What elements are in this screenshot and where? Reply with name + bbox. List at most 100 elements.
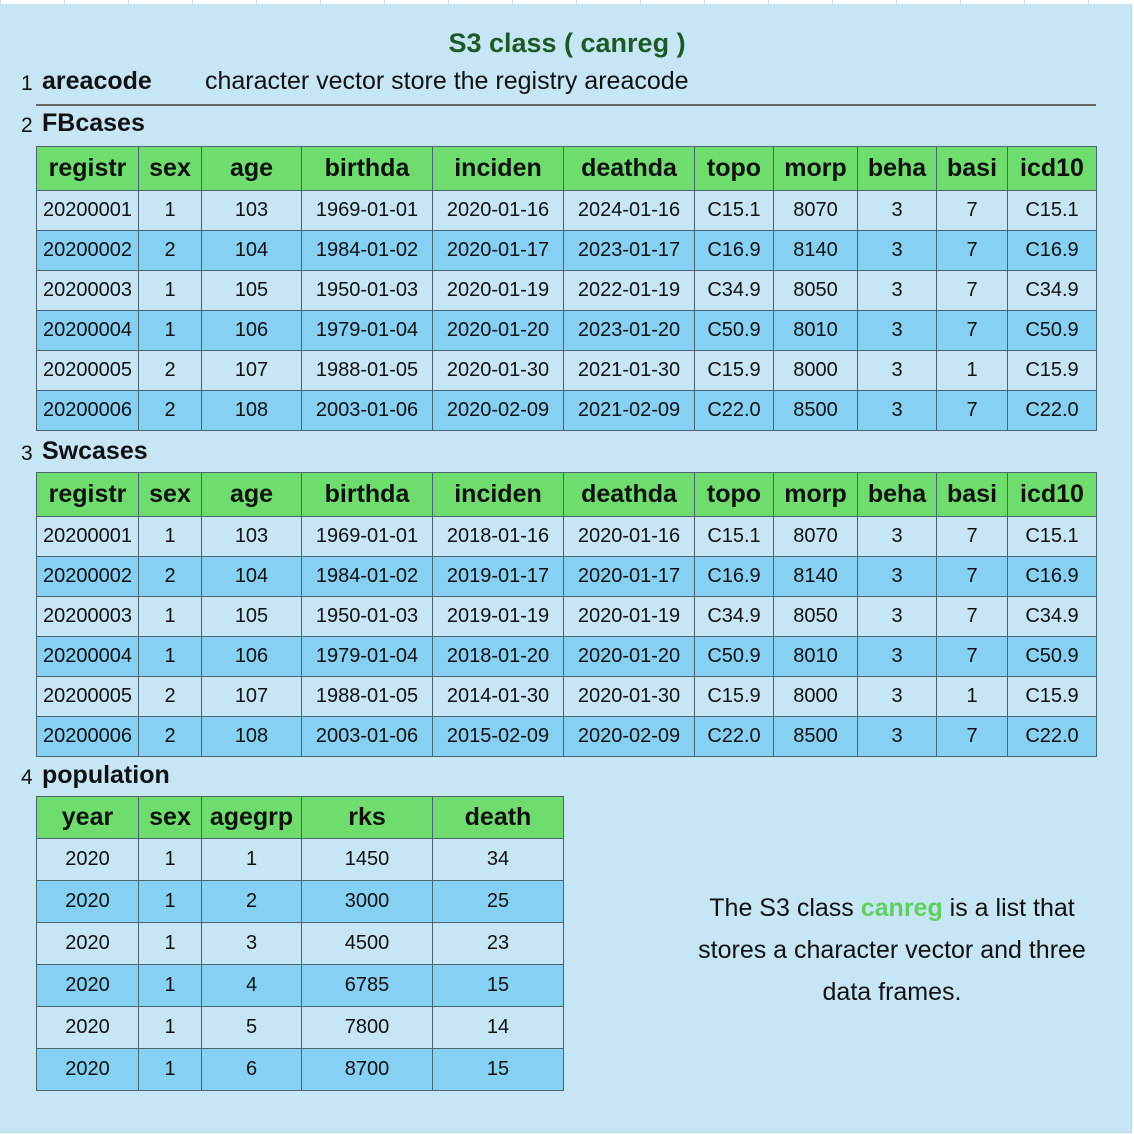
table-cell-age: 106 xyxy=(201,310,302,351)
table-cell-registr: 20200004 xyxy=(36,636,139,677)
table-cell-icd10: C15.1 xyxy=(1007,516,1097,557)
table-cell-inciden: 2015-02-09 xyxy=(432,716,564,757)
table-cell-year: 2020 xyxy=(36,922,139,965)
table-cell-age: 107 xyxy=(201,676,302,717)
table-cell-agegrp: 6 xyxy=(201,1048,302,1091)
column-header-registr: registr xyxy=(36,146,139,191)
table-cell-sex: 1 xyxy=(138,596,202,637)
table-cell-beha: 3 xyxy=(857,390,937,431)
table-header-row: registr sex age birthda inciden deathda topo mo… xyxy=(36,146,1097,191)
column-header-icd10: icd10 xyxy=(1007,146,1097,191)
table-row: 20200004 1 106 1979-01-04 2020-01-20 2023-01-… xyxy=(36,310,1097,351)
column-header-inciden: inciden xyxy=(432,146,564,191)
table-cell-registr: 20200006 xyxy=(36,716,139,757)
table-cell-basi: 7 xyxy=(936,516,1008,557)
table-cell-topo: C22.0 xyxy=(694,390,774,431)
table-cell-deathda: 2020-02-09 xyxy=(563,716,695,757)
table-cell-beha: 3 xyxy=(857,350,937,391)
table-cell-death: 25 xyxy=(432,880,564,923)
table-cell-icd10: C16.9 xyxy=(1007,230,1097,271)
column-header-registr: registr xyxy=(36,472,139,517)
table-cell-beha: 3 xyxy=(857,230,937,271)
column-header-age: age xyxy=(201,146,302,191)
table-cell-basi: 7 xyxy=(936,636,1008,677)
table-row: 20200003 1 105 1950-01-03 2019-01-19 2020-01-… xyxy=(36,596,1097,637)
table-cell-birthda: 1979-01-04 xyxy=(301,310,433,351)
table-cell-birthda: 2003-01-06 xyxy=(301,390,433,431)
table-cell-birthda: 1950-01-03 xyxy=(301,270,433,311)
table-cell-death: 15 xyxy=(432,1048,564,1091)
section-number-4: 4 xyxy=(21,766,33,789)
table-cell-deathda: 2023-01-17 xyxy=(563,230,695,271)
table-cell-age: 105 xyxy=(201,270,302,311)
table-cell-morp: 8010 xyxy=(773,310,858,351)
table-cell-age: 105 xyxy=(201,596,302,637)
table-cell-topo: C15.9 xyxy=(694,676,774,717)
table-cell-registr: 20200005 xyxy=(36,350,139,391)
table-cell-morp: 8500 xyxy=(773,390,858,431)
table-cell-icd10: C34.9 xyxy=(1007,596,1097,637)
table-cell-agegrp: 4 xyxy=(201,964,302,1007)
areacode-description: character vector store the registry area… xyxy=(205,67,689,95)
table-cell-death: 14 xyxy=(432,1006,564,1049)
table-cell-registr: 20200005 xyxy=(36,676,139,717)
table-cell-agegrp: 5 xyxy=(201,1006,302,1049)
table-cell-rks: 1450 xyxy=(301,838,433,881)
table-cell-sex: 1 xyxy=(138,1006,202,1049)
table-cell-registr: 20200002 xyxy=(36,230,139,271)
table-cell-deathda: 2022-01-19 xyxy=(563,270,695,311)
table-cell-morp: 8050 xyxy=(773,270,858,311)
table-cell-morp: 8140 xyxy=(773,556,858,597)
column-header-basi: basi xyxy=(936,472,1008,517)
table-cell-topo: C22.0 xyxy=(694,716,774,757)
table-cell-age: 103 xyxy=(201,190,302,231)
column-header-beha: beha xyxy=(857,146,937,191)
column-header-sex: sex xyxy=(138,472,202,517)
table-cell-icd10: C22.0 xyxy=(1007,390,1097,431)
table-cell-registr: 20200002 xyxy=(36,556,139,597)
table-cell-inciden: 2020-01-16 xyxy=(432,190,564,231)
table-cell-morp: 8010 xyxy=(773,636,858,677)
table-cell-birthda: 2003-01-06 xyxy=(301,716,433,757)
table-cell-basi: 7 xyxy=(936,556,1008,597)
table-cell-death: 34 xyxy=(432,838,564,881)
table-row: 20200002 2 104 1984-01-02 2019-01-17 2020-01-… xyxy=(36,556,1097,597)
section-number-3: 3 xyxy=(21,442,33,465)
column-header-basi: basi xyxy=(936,146,1008,191)
table-cell-age: 108 xyxy=(201,390,302,431)
table-cell-beha: 3 xyxy=(857,190,937,231)
table-cell-beha: 3 xyxy=(857,676,937,717)
table-cell-icd10: C16.9 xyxy=(1007,556,1097,597)
table-cell-deathda: 2021-02-09 xyxy=(563,390,695,431)
table-row: 20200005 2 107 1988-01-05 2014-01-30 2020-01-… xyxy=(36,676,1097,717)
table-cell-deathda: 2020-01-17 xyxy=(563,556,695,597)
column-header-agegrp: agegrp xyxy=(201,796,302,839)
table-cell-basi: 7 xyxy=(936,230,1008,271)
column-header-birthda: birthda xyxy=(301,472,433,517)
table-cell-sex: 1 xyxy=(138,922,202,965)
table-cell-sex: 2 xyxy=(138,390,202,431)
table-cell-basi: 7 xyxy=(936,596,1008,637)
table-cell-year: 2020 xyxy=(36,838,139,881)
table-cell-beha: 3 xyxy=(857,716,937,757)
table-header-row: registr sex age birthda inciden deathda topo mo… xyxy=(36,472,1097,517)
table-cell-birthda: 1984-01-02 xyxy=(301,230,433,271)
table-cell-morp: 8070 xyxy=(773,516,858,557)
table-row: 20200001 1 103 1969-01-01 2020-01-16 2024-01-… xyxy=(36,190,1097,231)
table-cell-morp: 8500 xyxy=(773,716,858,757)
table-cell-basi: 7 xyxy=(936,190,1008,231)
note-text-before: The S3 class xyxy=(709,894,861,922)
table-cell-beha: 3 xyxy=(857,556,937,597)
table-cell-beha: 3 xyxy=(857,310,937,351)
table-cell-registr: 20200003 xyxy=(36,596,139,637)
column-header-birthda: birthda xyxy=(301,146,433,191)
table-cell-birthda: 1988-01-05 xyxy=(301,350,433,391)
table-row: 2020 1 2 3000 25 xyxy=(36,880,564,923)
table-row: 2020 1 3 4500 23 xyxy=(36,922,564,965)
column-header-inciden: inciden xyxy=(432,472,564,517)
table-cell-topo: C34.9 xyxy=(694,270,774,311)
table-cell-sex: 1 xyxy=(138,310,202,351)
table-cell-age: 103 xyxy=(201,516,302,557)
table-cell-sex: 2 xyxy=(138,716,202,757)
table-cell-sex: 1 xyxy=(138,516,202,557)
